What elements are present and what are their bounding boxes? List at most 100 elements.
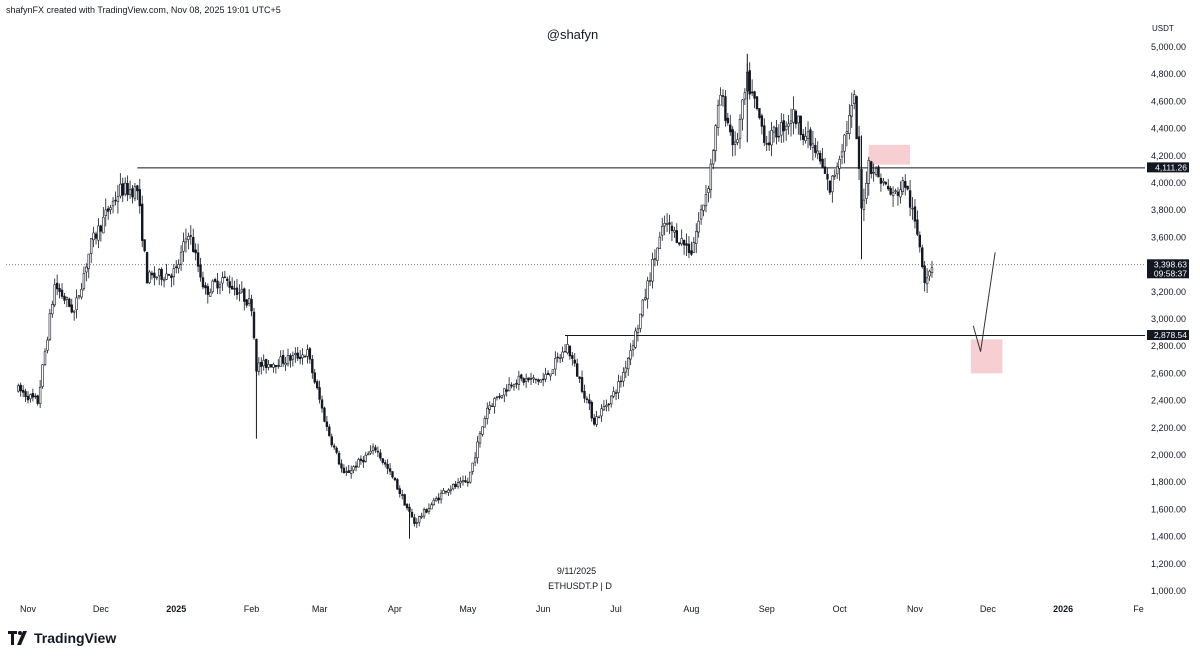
- candle-up: [554, 358, 557, 370]
- candle-down: [330, 436, 333, 446]
- candle-down: [289, 355, 292, 361]
- candle-up: [209, 292, 212, 297]
- candle-up: [797, 115, 800, 124]
- candle-down: [753, 91, 756, 99]
- candle-up: [738, 119, 742, 139]
- horizontal-levels: [6, 167, 1145, 337]
- candle-down: [527, 377, 530, 381]
- candle-down: [857, 136, 861, 169]
- candle-up: [629, 350, 632, 360]
- candle-down: [170, 275, 173, 279]
- y-tick-label: 2,800.00: [1151, 341, 1186, 351]
- candle-down: [821, 158, 824, 169]
- candle-up: [624, 367, 627, 373]
- candle-up: [165, 273, 168, 280]
- candle-up: [476, 441, 479, 459]
- candle-down: [223, 276, 227, 278]
- candle-down: [332, 445, 336, 448]
- candle-down: [138, 189, 141, 207]
- candle-down: [388, 468, 392, 472]
- candle-up: [51, 303, 54, 315]
- highlight-zone: [970, 339, 1003, 374]
- highlight-zone: [868, 144, 911, 165]
- candle-up: [187, 236, 190, 240]
- price-axis: 1,000.00 1,200.00 1,400.00 1,600.00 1,800.00…: [1151, 42, 1186, 596]
- candle-up: [636, 328, 640, 333]
- candle-down: [106, 208, 110, 212]
- candle-down: [801, 133, 805, 140]
- candle-up: [162, 279, 166, 282]
- price-unit-label: USDT: [1152, 24, 1174, 33]
- candle-up: [456, 482, 460, 487]
- candle-up: [699, 209, 703, 220]
- candle-up: [418, 516, 421, 523]
- x-tick-label: Dec: [980, 604, 997, 614]
- candle-up: [862, 199, 866, 210]
- candle-up: [155, 276, 158, 279]
- candle-up: [551, 369, 555, 374]
- candle-down: [196, 252, 200, 267]
- candle-up: [158, 269, 161, 277]
- x-tick-label: May: [459, 604, 477, 614]
- candle-up: [291, 355, 295, 360]
- candle-up: [714, 125, 717, 151]
- candle-up: [806, 131, 810, 140]
- candle-up: [804, 136, 807, 141]
- candle-down: [425, 509, 428, 513]
- candle-up: [221, 277, 224, 284]
- candle-down: [794, 110, 798, 125]
- candle-up: [294, 353, 297, 355]
- candle-up: [85, 266, 88, 273]
- candle-up: [656, 247, 659, 261]
- candle-down: [777, 135, 781, 138]
- projection-arrow: [972, 252, 996, 352]
- candle-up: [72, 310, 76, 313]
- candle-up: [286, 355, 290, 365]
- candle-up: [478, 433, 482, 444]
- candle-down: [921, 247, 924, 267]
- candle-down: [403, 494, 406, 506]
- candle-up: [780, 122, 783, 136]
- candle-down: [763, 125, 766, 143]
- candle-down: [362, 459, 365, 463]
- candle-up: [262, 359, 265, 367]
- candle-down: [114, 199, 117, 202]
- candle-down: [235, 287, 239, 295]
- candle-up: [48, 313, 52, 340]
- candle-down: [313, 372, 316, 383]
- candle-down: [376, 450, 380, 453]
- candle-down: [823, 166, 827, 174]
- candle-down: [826, 174, 829, 180]
- candle-down: [405, 504, 409, 509]
- tradingview-logo[interactable]: TradingView: [8, 630, 116, 646]
- candle-up: [435, 498, 438, 502]
- candle-down: [379, 452, 382, 459]
- level-price-tag-bg: [1147, 330, 1189, 341]
- candle-down: [384, 462, 387, 465]
- candle-down: [855, 96, 858, 140]
- price-chart[interactable]: 1,000.00 1,200.00 1,400.00 1,600.00 1,800.00…: [0, 0, 1200, 625]
- candle-up: [38, 386, 42, 404]
- candle-up: [116, 196, 120, 203]
- candle-down: [678, 242, 681, 245]
- candle-down: [269, 364, 273, 368]
- y-tick-label: 4,600.00: [1151, 96, 1186, 106]
- candle-up: [622, 372, 625, 382]
- candle-down: [298, 356, 302, 360]
- candle-up: [617, 381, 620, 393]
- candle-up: [184, 238, 188, 243]
- candle-up: [835, 166, 839, 175]
- y-tick-label: 4,200.00: [1151, 151, 1186, 161]
- candle-down: [870, 161, 873, 174]
- candle-up: [177, 264, 180, 269]
- candle-up: [653, 258, 657, 260]
- candle-up: [716, 104, 720, 128]
- candle-down: [675, 230, 679, 243]
- candle-down: [264, 358, 268, 368]
- candle-up: [831, 175, 834, 193]
- candle-up: [442, 490, 445, 494]
- candle-down: [145, 252, 149, 284]
- y-tick-label: 5,000.00: [1151, 42, 1186, 52]
- candle-down: [923, 265, 926, 284]
- candle-up: [663, 223, 666, 227]
